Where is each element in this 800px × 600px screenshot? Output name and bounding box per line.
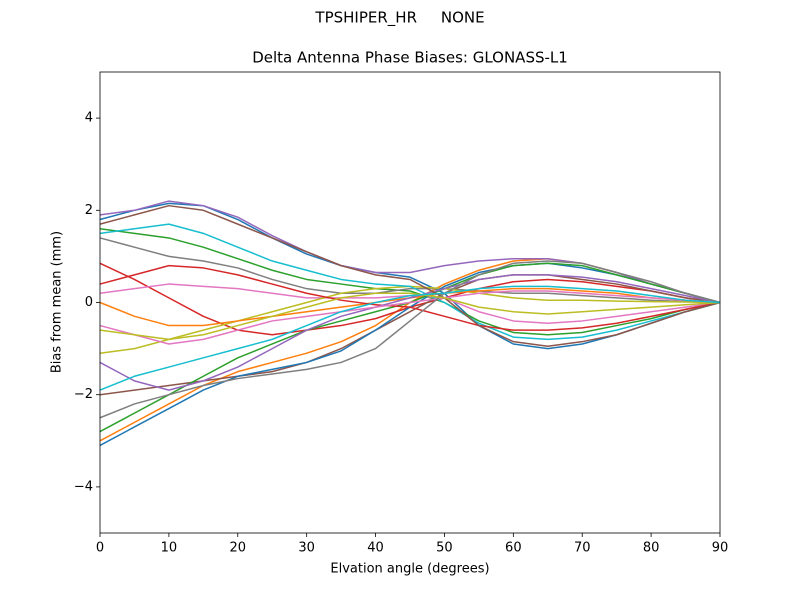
series-line: [99, 290, 721, 345]
series-line: [99, 285, 721, 391]
x-tick-label: 10: [161, 541, 178, 556]
y-axis-label: Bias from mean (mm): [50, 231, 65, 373]
x-tick-label: 20: [230, 541, 247, 556]
y-tick-label: 4: [85, 111, 93, 126]
y-tick-label: 0: [85, 295, 93, 310]
chart-title: Delta Antenna Phase Biases: GLONASS-L1: [252, 49, 568, 67]
x-tick-label: 90: [712, 541, 729, 556]
x-tick-label: 50: [436, 541, 453, 556]
y-tick-label: 2: [85, 203, 93, 218]
x-tick-label: 60: [505, 541, 522, 556]
series-line: [99, 237, 721, 304]
series-line: [99, 264, 721, 331]
x-tick-label: 30: [298, 541, 315, 556]
x-tick-label: 40: [367, 541, 384, 556]
suptitle: TPSHIPER_HR NONE: [314, 9, 484, 28]
x-axis-label: Elvation angle (degrees): [330, 562, 489, 577]
series-line: [99, 283, 721, 324]
x-tick-label: 80: [643, 541, 660, 556]
series-line: [99, 292, 721, 341]
y-tick-label: −2: [74, 387, 93, 402]
x-tick-label: 70: [574, 541, 591, 556]
series-line: [99, 227, 721, 336]
y-tick-label: −4: [74, 479, 93, 494]
x-tick-label: 0: [96, 541, 104, 556]
series-line: [99, 274, 721, 391]
series-line: [99, 223, 721, 341]
series-line: [99, 204, 721, 348]
series-line: [99, 260, 721, 419]
plot-area: [99, 200, 721, 447]
